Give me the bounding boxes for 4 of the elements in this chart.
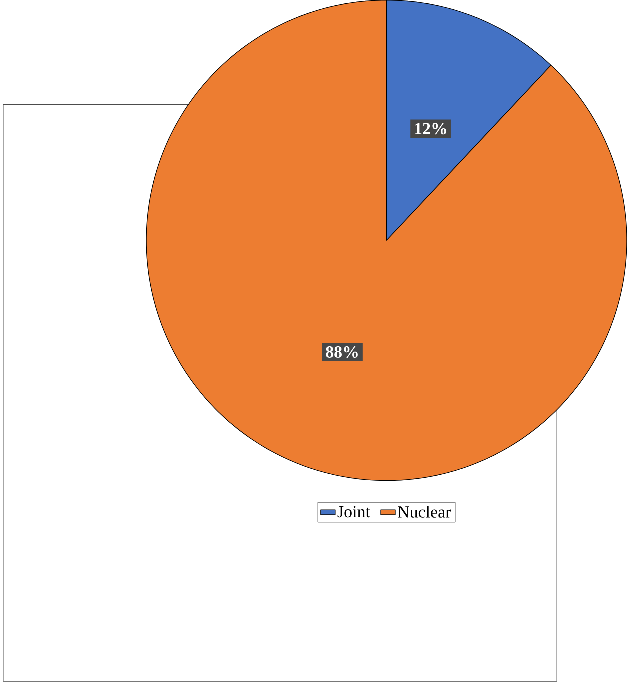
legend-label: Nuclear [398,506,451,518]
data-label: 12% [415,123,446,135]
data-label: 88% [326,346,358,358]
legend-label: Joint [338,506,370,518]
